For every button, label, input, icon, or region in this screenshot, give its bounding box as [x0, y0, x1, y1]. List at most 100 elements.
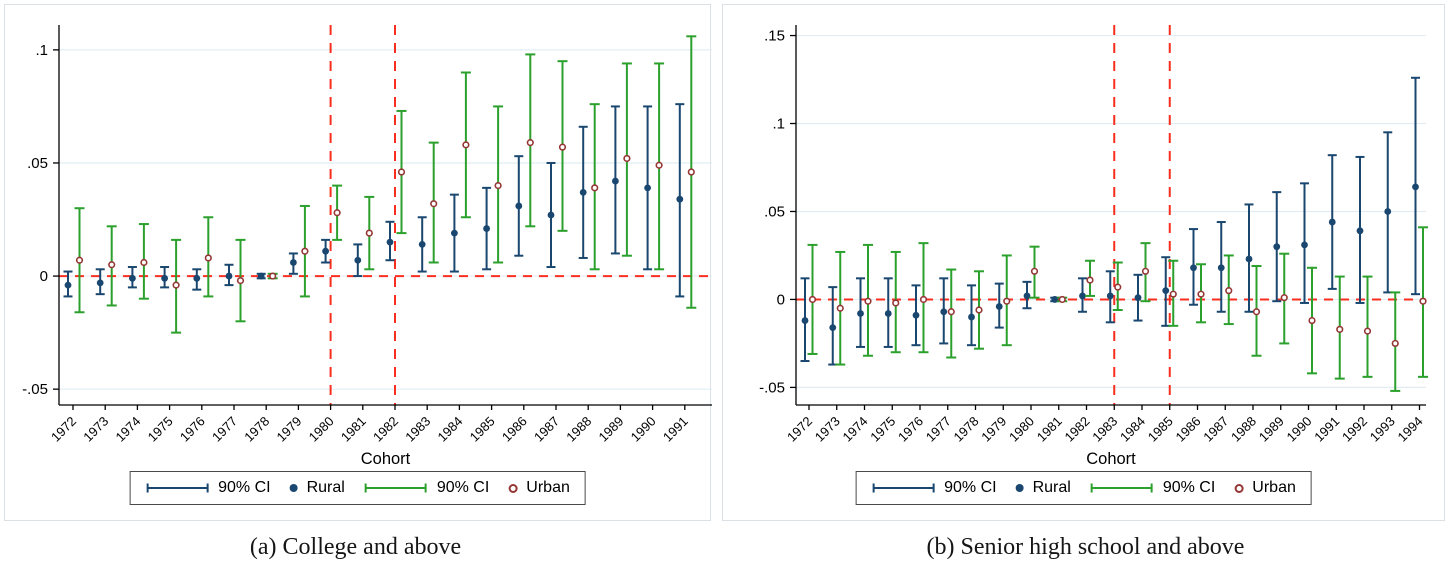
x-axis-title: Cohort	[1086, 450, 1136, 468]
urban-point	[808, 295, 817, 304]
x-tick-label: 1982	[1062, 414, 1093, 445]
rural-point	[225, 272, 233, 280]
legend-item-urban-ci: 90% CI	[364, 479, 489, 497]
urban-point	[430, 200, 438, 208]
urban-point	[75, 256, 84, 264]
urban-point	[526, 139, 534, 147]
x-tick-label: 1986	[1173, 414, 1204, 445]
y-tick-label: .1	[35, 42, 48, 59]
legend-label-urban: Urban	[1252, 479, 1296, 496]
y-tick-label: .05	[764, 203, 785, 220]
urban-marker-icon	[508, 483, 518, 493]
legend-label-rural: Rural	[1032, 479, 1071, 496]
rural-point	[579, 188, 587, 196]
legend-label-urban: Urban	[526, 479, 570, 496]
urban-point	[1363, 327, 1372, 335]
rural-point	[1079, 292, 1086, 300]
urban-point	[975, 306, 983, 314]
rural-point	[801, 317, 809, 324]
legend-box: 90% CI Rural 90% CI Urban	[129, 471, 586, 505]
rural-point	[1217, 264, 1225, 272]
panel-senior-high: -.05 0.05.1.15 1972 1973 1974 1975 1976 1977 197…	[722, 4, 1445, 521]
urban-point	[1336, 325, 1344, 333]
legend-item-rural: Rural	[1015, 479, 1071, 497]
rural-point	[1384, 208, 1392, 215]
x-tick-label: 1984	[1117, 414, 1148, 445]
plot-canvas-senior-high: -.050.05.1.15197219731974197519761977197…	[759, 25, 1428, 468]
rural-point	[322, 247, 329, 255]
caption-senior-high: (b) Senior high school and above	[926, 534, 1245, 560]
legend-label-rural: Rural	[306, 479, 345, 496]
caption-college: (a) College and above	[249, 534, 462, 560]
urban-point	[301, 247, 309, 255]
x-tick-label: 1988	[563, 414, 594, 445]
legend-item-rural: Rural	[289, 479, 345, 497]
rural-point	[386, 238, 394, 246]
rural-point	[1245, 255, 1253, 263]
urban-point	[1252, 308, 1261, 316]
urban-point	[236, 276, 245, 285]
gridlines	[59, 49, 712, 390]
y-tick-label: 0	[777, 291, 785, 308]
x-tick-label: 1981	[1034, 414, 1065, 445]
rural-point	[1134, 294, 1142, 302]
urban-point	[1114, 283, 1122, 291]
urban-point	[1280, 294, 1288, 302]
x-tick-label: 1977	[209, 414, 240, 445]
urban-series	[807, 226, 1428, 392]
x-tick-label: 1972	[48, 414, 79, 445]
urban-point	[1003, 297, 1011, 305]
urban-point	[1419, 297, 1427, 305]
rural-point	[451, 229, 458, 237]
y-tick-label: .05	[27, 155, 48, 172]
legend-item-urban: Urban	[508, 479, 570, 497]
x-tick-label: 1982	[370, 414, 401, 445]
urban-point	[204, 254, 212, 262]
urban-point	[462, 141, 470, 149]
x-tick-label: 1983	[1089, 414, 1120, 445]
panel-college: -.05 0.05.1 1972 1973 1974 1975 1976 1977 1978 19…	[4, 4, 712, 521]
x-tick-label: 1991	[660, 414, 691, 445]
legend-label-rural-ci: 90% CI	[944, 479, 997, 496]
x-tick-label: 1989	[595, 414, 626, 445]
rural-point	[1051, 296, 1059, 303]
x-tick-label: 1987	[1200, 414, 1231, 445]
rural-point	[1356, 227, 1364, 235]
x-tick-label: 1973	[812, 414, 843, 445]
x-tick-label: 1983	[402, 414, 433, 445]
urban-point	[1197, 290, 1205, 298]
rural-point	[968, 313, 975, 321]
rural-point	[1190, 264, 1197, 272]
rural-point	[644, 184, 651, 192]
urban-point	[269, 272, 277, 280]
urban-point	[623, 154, 631, 163]
rural-marker-icon	[289, 484, 298, 492]
rural-point	[940, 308, 948, 316]
x-tick-label: 1985	[1145, 414, 1176, 445]
urban-series	[74, 35, 697, 334]
rural-point	[354, 256, 362, 264]
x-tick-label: 1984	[434, 414, 465, 445]
legend-item-rural-ci: 90% CI	[145, 479, 271, 497]
rural-point	[257, 272, 265, 280]
x-tick-label: 1986	[499, 414, 530, 445]
x-tick-label: 1980	[306, 414, 337, 445]
urban-point	[1308, 316, 1316, 325]
urban-point	[1169, 290, 1177, 298]
x-tick-label: 1987	[531, 414, 562, 445]
rural-point	[857, 310, 864, 317]
urban-point	[558, 143, 567, 151]
urban-point	[397, 168, 406, 176]
x-tick-label: 1991	[1311, 414, 1342, 445]
x-tick-label: 1976	[895, 414, 926, 445]
x-axis-title: Cohort	[361, 450, 411, 468]
x-tick-label: 1985	[467, 414, 498, 445]
x-tick-label: 1993	[1367, 414, 1398, 445]
rural-point	[483, 225, 490, 232]
urban-point	[655, 161, 663, 169]
x-tick-label: 1976	[177, 414, 208, 445]
legend-label-urban-ci: 90% CI	[1162, 479, 1216, 496]
x-tick-label: 1975	[145, 414, 176, 445]
x-tick-label: 1972	[784, 414, 815, 445]
x-tick-label: 1977	[923, 414, 954, 445]
